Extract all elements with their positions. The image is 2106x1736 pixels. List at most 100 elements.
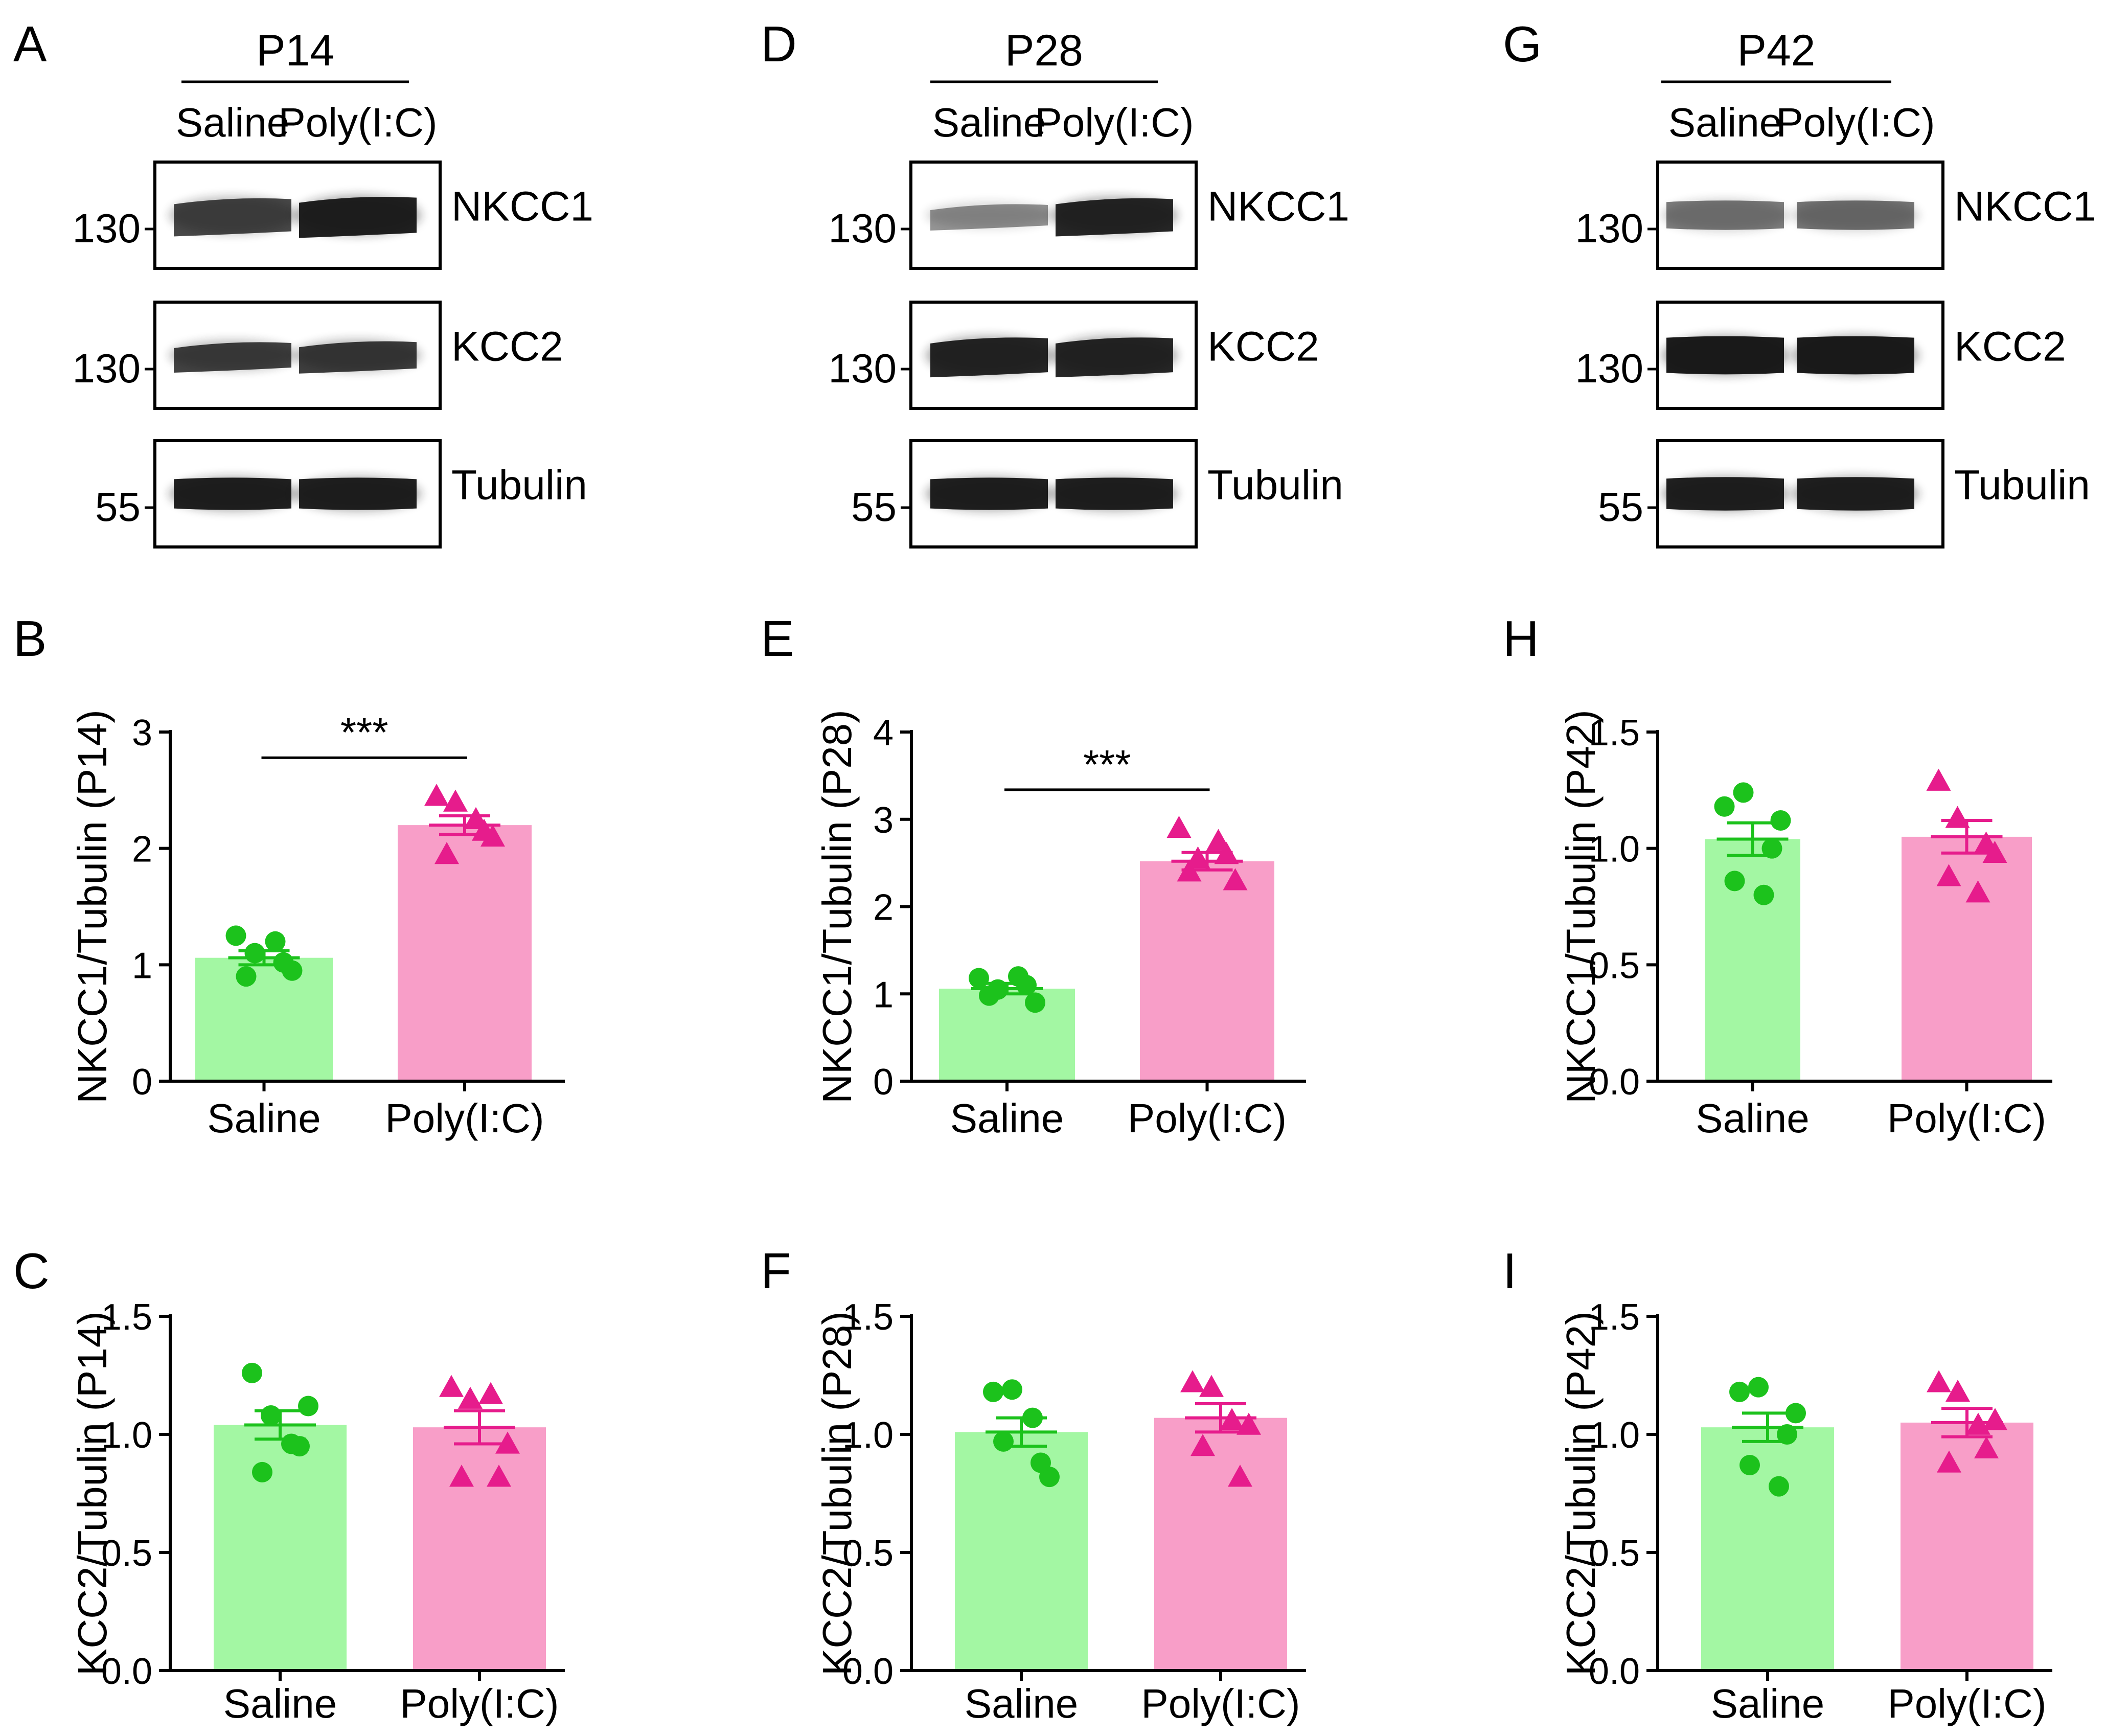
panel-letter-C: C: [13, 1243, 50, 1299]
chart-panel-C: C KCC2/Tubulin (P14)0.0 0.5 1.0 1.5 Saline Pol…: [13, 1243, 565, 1726]
data-point-saline: [1729, 1381, 1750, 1402]
band-halo: [925, 201, 1053, 229]
age-label: P42: [1737, 26, 1815, 75]
data-point-polyic: [1199, 1375, 1224, 1397]
data-point-saline: [1733, 782, 1754, 803]
blot-row-nkcc1: NKCC1 130: [1575, 161, 2096, 270]
data-point-saline: [236, 966, 257, 987]
band-saline: [930, 477, 1048, 510]
bar-saline: [955, 1432, 1088, 1671]
data-point-polyic: [1180, 1370, 1205, 1392]
data-point-saline: [244, 943, 265, 964]
x-tick-label: Saline: [965, 1681, 1078, 1726]
data-point-saline: [1761, 838, 1782, 859]
bar-saline: [1705, 839, 1800, 1081]
axes: 0.0 0.5 1.0 1.5 Saline Poly(I:C): [101, 1297, 565, 1726]
x-tick-label: Saline: [1696, 1095, 1809, 1141]
data-point-polyic: [1228, 1465, 1252, 1487]
band-saline: [1666, 200, 1784, 230]
y-tick-label: 0.0: [101, 1651, 152, 1692]
data-point-polyic: [1945, 806, 1970, 828]
blot-row-kcc2: KCC2 130: [1575, 301, 2066, 410]
data-point-saline: [1031, 1452, 1051, 1473]
y-axis-label: KCC2/Tubulin (P42): [1558, 1311, 1604, 1676]
y-tick-label: 0: [873, 1062, 894, 1103]
data-point-polyic: [1945, 1379, 1970, 1402]
band-polyic: [1056, 337, 1173, 378]
y-tick-label: 1.0: [1589, 829, 1640, 870]
band-polyic: [299, 477, 417, 510]
protein-label: KCC2: [1954, 323, 2066, 370]
lane-label-polyic: Poly(I:C): [278, 100, 437, 145]
y-axis-label: NKCC1/Tubulin (P28): [814, 710, 860, 1104]
data-point-polyic: [1223, 868, 1248, 890]
y-axis-label: KCC2/Tubulin (P14): [70, 1311, 115, 1676]
blot-row-kcc2: KCC2 130: [829, 301, 1319, 410]
lane-label-saline: Saline: [1668, 100, 1782, 145]
panel-letter-H: H: [1503, 610, 1539, 667]
y-tick-label: 1.5: [101, 1297, 152, 1338]
data-point-saline: [1714, 796, 1735, 817]
y-tick-label: 3: [132, 713, 152, 753]
x-tick-label: Saline: [950, 1095, 1064, 1141]
blot-row-nkcc1: NKCC1 130: [829, 161, 1349, 270]
axes: 0.0 0.5 1.0 1.5 Saline Poly(I:C): [1589, 1297, 2052, 1726]
band-polyic: [1797, 200, 1914, 230]
y-tick-label: 4: [873, 713, 894, 753]
bars: [1705, 836, 2032, 1081]
band-polyic: [1797, 477, 1914, 511]
y-tick-label: 3: [873, 800, 894, 841]
protein-label: NKCC1: [1954, 183, 2096, 230]
panel-letter-I: I: [1503, 1243, 1517, 1299]
y-axis-label: NKCC1/Tubulin (P42): [1558, 710, 1604, 1104]
band-polyic: [1797, 336, 1914, 375]
mw-marker: 130: [829, 346, 897, 391]
bar-saline: [195, 957, 333, 1081]
data-point-saline: [1753, 884, 1774, 905]
data-point-polyic: [1926, 768, 1951, 791]
band-saline: [174, 477, 291, 510]
band-saline: [174, 342, 291, 373]
mw-marker: 130: [829, 205, 897, 251]
data-point-saline: [993, 1431, 1014, 1452]
lane-label-polyic: Poly(I:C): [1035, 100, 1194, 145]
significance-label: ***: [340, 710, 388, 755]
band-polyic: [1056, 198, 1173, 237]
y-tick-label: 0.0: [842, 1651, 894, 1692]
data-point-polyic: [1937, 1450, 1961, 1473]
bars: [939, 861, 1274, 1081]
mw-marker: 55: [95, 484, 141, 530]
axes: 0 1 2 3 Saline Poly(I:C): [132, 713, 565, 1141]
data-point-saline: [1785, 1403, 1806, 1424]
y-tick-label: 1.5: [1589, 713, 1640, 753]
y-tick-label: 2: [132, 829, 152, 870]
data-point-polyic: [439, 1375, 464, 1397]
panel-letter-F: F: [761, 1243, 791, 1299]
bars: [955, 1418, 1287, 1671]
data-point-saline: [265, 931, 286, 952]
mw-marker: 130: [73, 346, 141, 391]
protein-label: Tubulin: [451, 462, 587, 508]
error-bars: [986, 1402, 1256, 1448]
x-tick-label: Poly(I:C): [1887, 1681, 2046, 1726]
blot-row-tubulin: Tubulin 55: [1598, 439, 2090, 549]
band-polyic: [299, 197, 417, 238]
lane-label-saline: Saline: [932, 100, 1046, 145]
error-bars: [1716, 819, 2003, 857]
data-point-polyic: [487, 1465, 511, 1487]
data-point-polyic: [443, 789, 468, 812]
data-point-saline: [1770, 810, 1791, 831]
data-point-polyic: [1166, 815, 1192, 838]
y-tick-label: 0: [132, 1062, 152, 1103]
bars: [1701, 1422, 2033, 1671]
data-point-polyic: [449, 1465, 474, 1487]
data-point-saline: [261, 1405, 281, 1426]
lane-label-saline: Saline: [176, 100, 289, 145]
band-saline: [930, 204, 1048, 231]
data-point-polyic: [1191, 1434, 1215, 1456]
axes: 0.0 0.5 1.0 1.5 Saline Poly(I:C): [1589, 713, 2052, 1141]
data-point-saline: [1739, 1455, 1760, 1476]
bars: [195, 825, 532, 1081]
